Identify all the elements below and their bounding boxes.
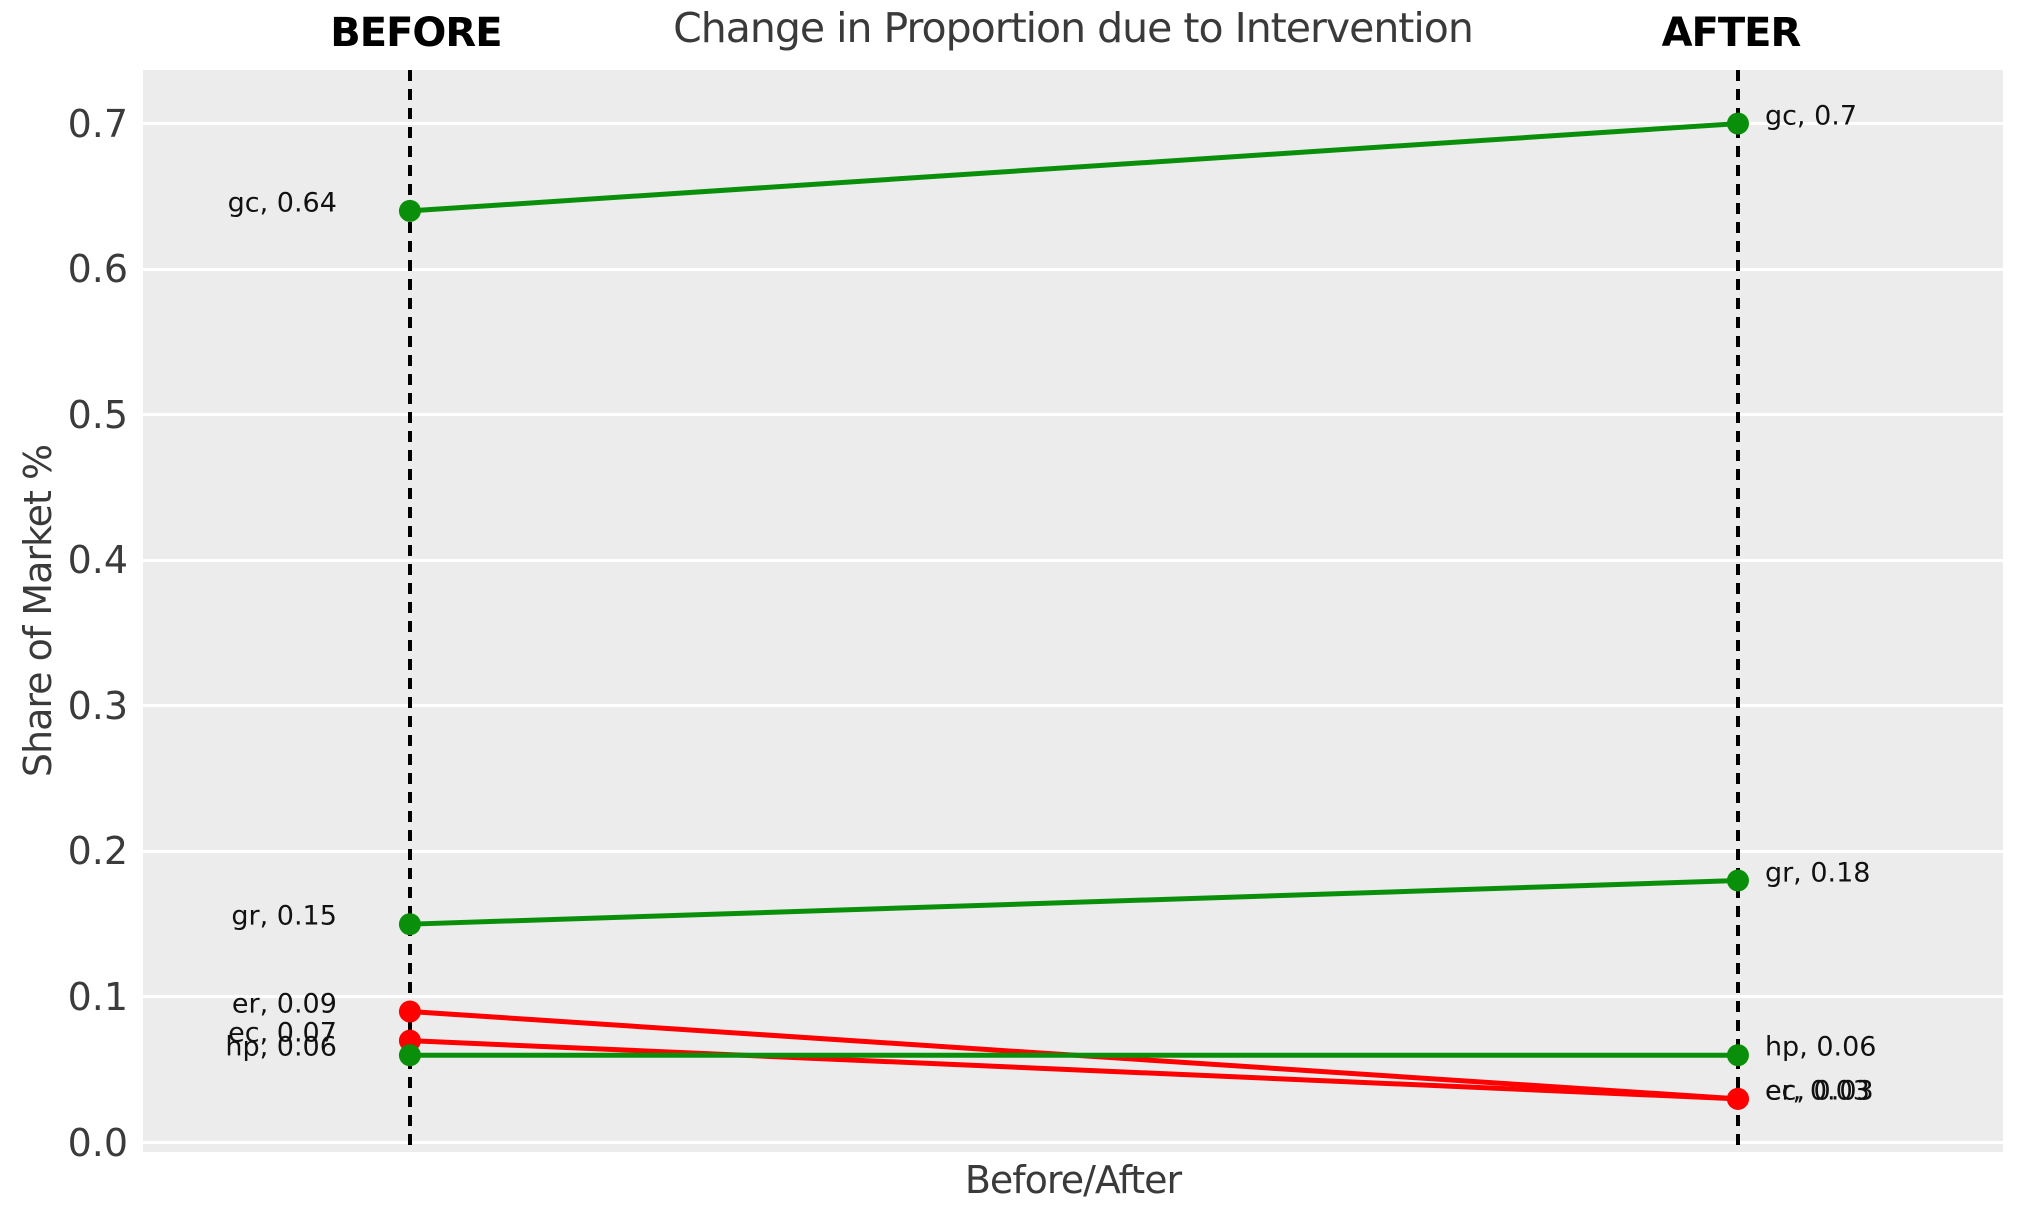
y-axis-label: Share of Market % xyxy=(16,444,60,778)
point-label-gr-before: gr, 0.15 xyxy=(231,900,337,932)
y-tick-label: 0.5 xyxy=(67,392,128,437)
y-tick-label: 0.2 xyxy=(67,829,128,874)
point-label-hp-before: hp, 0.06 xyxy=(225,1031,337,1063)
data-point-gr-before xyxy=(398,913,421,936)
series-line-gc xyxy=(409,121,1739,214)
y-tick-label: 0.3 xyxy=(67,683,128,728)
y-tick-label: 0.4 xyxy=(67,538,128,583)
point-label-er-after: er, 0.03 xyxy=(1764,1075,1870,1107)
point-label-hp-after: hp, 0.06 xyxy=(1764,1031,1877,1063)
after-dashed-line xyxy=(1735,70,1740,1152)
before-column-header: BEFORE xyxy=(330,10,502,56)
y-tick-label: 0.0 xyxy=(67,1120,128,1165)
data-point-hp-before xyxy=(398,1044,421,1067)
data-point-gc-after xyxy=(1726,112,1749,135)
gridline xyxy=(143,704,2003,708)
chart-title: Change in Proportion due to Intervention xyxy=(673,4,1474,52)
series-line-gr xyxy=(409,878,1739,927)
y-tick-label: 0.7 xyxy=(67,101,128,146)
data-point-gr-after xyxy=(1726,869,1749,892)
data-point-hp-after xyxy=(1726,1044,1749,1067)
data-point-ec-after xyxy=(1726,1087,1749,1110)
point-label-gc-after: gc, 0.7 xyxy=(1764,100,1858,132)
point-label-ec-after: ec, 0.03 xyxy=(1764,1075,1874,1107)
x-axis-label: Before/After xyxy=(964,1158,1182,1202)
before-dashed-line xyxy=(407,70,412,1152)
y-tick-label: 0.1 xyxy=(67,974,128,1019)
data-point-gc-before xyxy=(398,199,421,222)
point-label-gr-after: gr, 0.18 xyxy=(1764,857,1871,889)
point-label-gc-before: gc, 0.64 xyxy=(227,187,337,219)
gridline xyxy=(143,122,2003,126)
gridline xyxy=(143,267,2003,271)
after-column-header: AFTER xyxy=(1661,10,1802,56)
gridline xyxy=(143,1141,2003,1145)
gridline xyxy=(143,995,2003,999)
y-tick-label: 0.6 xyxy=(67,247,128,292)
gridline xyxy=(143,849,2003,853)
point-label-ec-before: ec, 0.07 xyxy=(228,1017,337,1049)
point-label-er-before: er, 0.09 xyxy=(231,988,337,1020)
gridline xyxy=(143,413,2003,417)
data-point-er-before xyxy=(398,1000,421,1023)
gridline xyxy=(143,558,2003,562)
plot-area: gc, 0.64 gc, 0.7 gr, 0.15 gr, 0.18 er, 0.09 e… xyxy=(143,70,2003,1152)
series-layer xyxy=(398,112,1749,1110)
series-line-ec xyxy=(409,1038,1739,1102)
